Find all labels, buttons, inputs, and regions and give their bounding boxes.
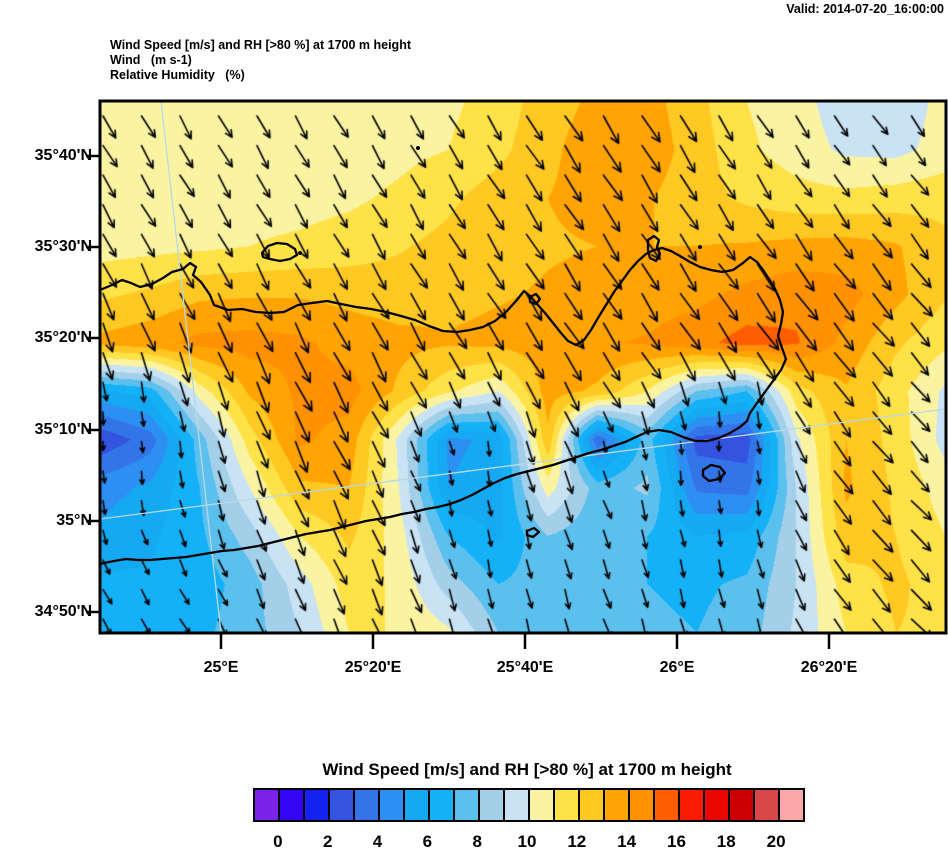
legend-tick-label: 2: [322, 832, 333, 851]
map-subtitle-wind: Wind (m s-1): [110, 53, 192, 67]
legend-color-cell: [753, 790, 778, 820]
legend-tick-label: 0: [273, 832, 283, 851]
lon-tick-label: 25°40'E: [496, 659, 554, 676]
legend-tick-label: 14: [617, 832, 637, 851]
map-title: Wind Speed [m/s] and RH [>80 %] at 1700 …: [110, 38, 411, 52]
lon-tick-label: 25°20'E: [344, 659, 402, 676]
legend-tick-label: 12: [567, 832, 587, 851]
legend-tick-label: 8: [472, 832, 482, 851]
legend-color-cell: [728, 790, 753, 820]
legend-color-cell: [303, 790, 328, 820]
wind-field-canvas: [100, 101, 946, 633]
legend-tick-label: 20: [766, 832, 786, 851]
legend-color-cell: [255, 790, 278, 820]
legend-title: Wind Speed [m/s] and RH [>80 %] at 1700 …: [322, 760, 732, 779]
legend-color-cell: [453, 790, 478, 820]
legend-color-cell: [628, 790, 653, 820]
legend-tick-label: 10: [517, 832, 537, 851]
lat-tick-label: 34°50'N: [34, 603, 92, 620]
legend-color-cell: [353, 790, 378, 820]
legend-color-cell: [553, 790, 578, 820]
legend-color-cell: [478, 790, 503, 820]
legend-color-cell: [703, 790, 728, 820]
legend-color-cell: [503, 790, 528, 820]
map-subtitle-rh: Relative Humidity (%): [110, 68, 245, 82]
legend-tick-label: 6: [422, 832, 433, 851]
lat-tick-label: 35°10'N: [34, 421, 92, 438]
legend-colorbar: [253, 788, 805, 822]
legend-color-cell: [328, 790, 353, 820]
legend-color-cell: [278, 790, 303, 820]
legend-tick-label: 18: [716, 832, 736, 851]
lat-tick-label: 35°40'N: [34, 147, 92, 164]
lon-tick-label: 26°20'E: [800, 659, 858, 676]
lat-tick-label: 35°20'N: [34, 329, 92, 346]
valid-time-label: Valid: 2014-07-20_16:00:00: [786, 2, 944, 16]
lon-tick-label: 25°E: [203, 659, 239, 676]
legend-color-cell: [603, 790, 628, 820]
legend-color-cell: [678, 790, 703, 820]
lon-tick-label: 26°E: [659, 659, 695, 676]
legend-color-cell: [778, 790, 803, 820]
legend-color-cell: [378, 790, 403, 820]
legend-color-cell: [428, 790, 453, 820]
legend-color-cell: [528, 790, 553, 820]
legend-color-cell: [653, 790, 678, 820]
lat-tick-label: 35°30'N: [34, 238, 92, 255]
legend-color-cell: [403, 790, 428, 820]
legend-tick-label: 4: [372, 832, 383, 851]
legend-color-cell: [578, 790, 603, 820]
legend-tick-label: 16: [666, 832, 686, 851]
lat-tick-label: 35°N: [56, 512, 92, 529]
